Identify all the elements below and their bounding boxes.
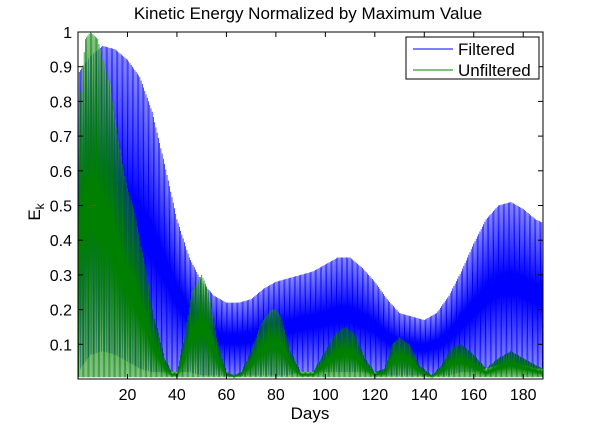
chart-title: Kinetic Energy Normalized by Maximum Val…	[134, 4, 482, 23]
y-axis-label: Ek	[25, 202, 47, 220]
y-axis-label-main: E	[25, 209, 44, 220]
y-tick-label: 0.8	[50, 94, 72, 111]
legend-label-filtered: Filtered	[458, 40, 515, 59]
y-axis: 0.1 0.2 0.3 0.4 0.5 0.6 0.7 0.8 0.9 1	[50, 25, 543, 354]
y-tick-label: 0.6	[50, 164, 72, 181]
legend: Filtered Unfiltered	[405, 36, 540, 80]
y-tick-label: 0.2	[50, 303, 72, 320]
y-tick-label: 0.4	[50, 233, 72, 250]
y-tick-label: 0.9	[50, 60, 72, 77]
x-tick-label: 120	[361, 387, 388, 404]
y-axis-label-group: Ek	[25, 202, 47, 220]
legend-label-unfiltered: Unfiltered	[458, 61, 531, 80]
y-tick-label: 0.5	[50, 199, 72, 216]
y-tick-label: 0.7	[50, 129, 72, 146]
y-tick-label: 0.1	[50, 337, 72, 354]
x-tick-label: 180	[510, 387, 537, 404]
y-tick-label: 1	[63, 25, 72, 42]
x-tick-label: 40	[168, 387, 186, 404]
x-tick-label: 140	[411, 387, 438, 404]
series-layer	[77, 31, 544, 379]
x-axis-label: Days	[291, 404, 330, 423]
series-line-filtered	[77, 45, 544, 376]
x-tick-label: 60	[218, 387, 236, 404]
series-filtered	[77, 45, 544, 376]
x-tick-label: 80	[267, 387, 285, 404]
legend-box	[405, 36, 540, 80]
x-tick-label: 160	[460, 387, 487, 404]
series-line-unfiltered	[77, 31, 544, 379]
series-unfiltered	[77, 31, 544, 379]
x-axis: 20 40 60 80 100 120 140 160 180	[119, 32, 537, 404]
y-tick-label: 0.3	[50, 268, 72, 285]
x-tick-label: 20	[119, 387, 137, 404]
y-axis-label-subscript: k	[33, 202, 47, 209]
x-tick-label: 100	[312, 387, 339, 404]
